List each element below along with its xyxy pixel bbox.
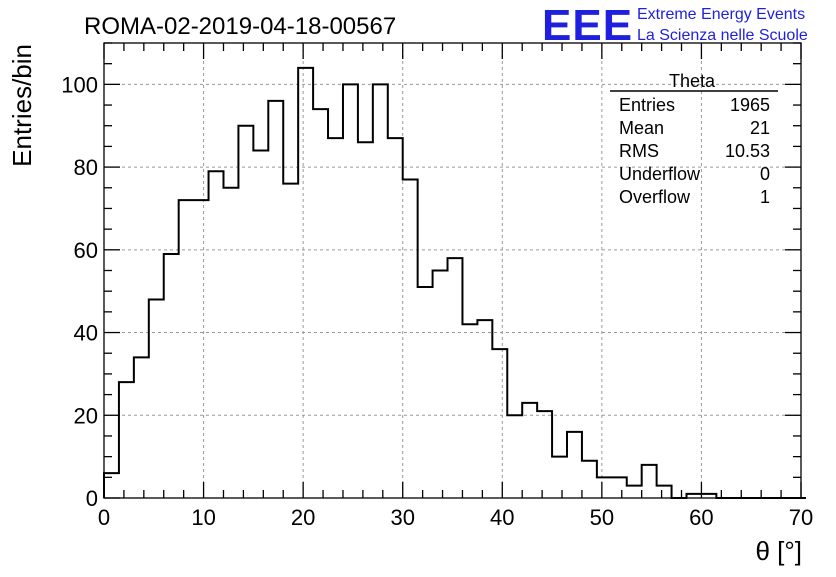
histogram-bin <box>373 84 388 498</box>
y-tick-label: 100 <box>61 72 98 97</box>
histogram-bin <box>253 151 268 498</box>
histogram-bin <box>238 126 253 498</box>
x-tick-label: 60 <box>689 505 713 530</box>
stats-label: Overflow <box>619 187 691 207</box>
chart-title: ROMA-02-2019-04-18-00567 <box>84 13 396 40</box>
stats-value: 21 <box>750 118 770 138</box>
histogram-bin <box>298 68 313 498</box>
histogram-bin <box>448 258 463 498</box>
histogram-bin <box>343 84 358 498</box>
histogram-bin <box>537 411 552 498</box>
histogram-bin <box>582 461 597 498</box>
x-tick-label: 10 <box>191 505 215 530</box>
logo-line-2: La Scienza nelle Scuole <box>637 27 808 44</box>
histogram-bin <box>433 271 448 499</box>
x-axis-label: θ [°] <box>755 536 802 566</box>
histogram-bin <box>358 142 373 498</box>
y-tick-label: 0 <box>86 486 98 511</box>
histogram-bin <box>418 287 433 498</box>
histogram-bin <box>403 180 418 499</box>
histogram-bin <box>522 403 537 498</box>
stats-title: Theta <box>669 71 716 91</box>
histogram-bin <box>642 465 657 498</box>
histogram-bin <box>119 382 134 498</box>
histogram-bin <box>179 200 194 498</box>
histogram-bin <box>567 432 582 498</box>
histogram-bin <box>209 171 224 498</box>
y-tick-label: 60 <box>74 238 98 263</box>
x-tick-label: 40 <box>490 505 514 530</box>
x-tick-label: 0 <box>98 505 110 530</box>
histogram-outline <box>103 66 806 499</box>
stats-label: Underflow <box>619 164 701 184</box>
histogram-bin <box>477 320 492 498</box>
stats-label: Entries <box>619 95 675 115</box>
histogram-bin <box>492 349 507 498</box>
histogram-bin <box>388 138 403 498</box>
y-tick-label: 80 <box>74 155 98 180</box>
histogram-bin <box>612 477 627 498</box>
plot-frame <box>103 42 802 499</box>
x-tick-label: 30 <box>390 505 414 530</box>
stats-value: 1965 <box>730 95 770 115</box>
eee-logo: EEE <box>542 1 633 50</box>
histogram-bin <box>223 188 238 498</box>
y-axis-label: Entries/bin <box>7 44 37 167</box>
histogram-bin <box>149 299 164 498</box>
histogram-bin <box>552 457 567 498</box>
y-tick-label: 40 <box>74 321 98 346</box>
stats-label: Mean <box>619 118 664 138</box>
x-tick-label: 20 <box>291 505 315 530</box>
stats-value: 10.53 <box>725 141 770 161</box>
histogram-bin <box>268 101 283 498</box>
stats-value: 1 <box>760 187 770 207</box>
histogram-bin <box>164 254 179 498</box>
histogram-bin <box>657 486 672 498</box>
histogram-bin <box>627 486 642 498</box>
grid-lines <box>104 43 801 498</box>
stats-value: 0 <box>760 164 770 184</box>
stats-box: Theta Entries 1965 Mean 21 RMS 10.53 Underflow… <box>610 71 778 207</box>
histogram-bin <box>194 200 209 498</box>
logo-line-1: Extreme Energy Events <box>637 6 805 23</box>
stats-label: RMS <box>619 141 659 161</box>
histogram-bin <box>507 415 522 498</box>
x-tick-label: 70 <box>789 505 813 530</box>
histogram-bin <box>134 357 149 498</box>
histogram-bin <box>597 477 612 498</box>
histogram-bin <box>283 184 298 498</box>
x-tick-label: 50 <box>590 505 614 530</box>
histogram-bin <box>462 324 477 498</box>
axis-ticks <box>103 42 802 499</box>
histogram-bin <box>328 138 343 498</box>
y-tick-label: 20 <box>74 403 98 428</box>
